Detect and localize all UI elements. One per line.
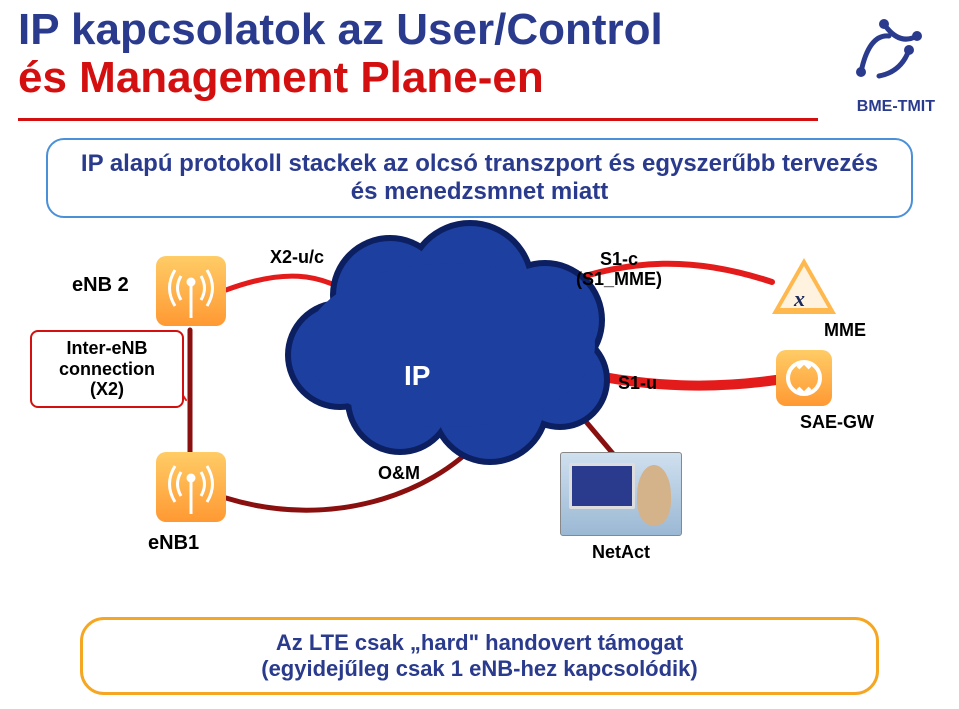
netact-label: NetAct — [592, 542, 650, 563]
enb2-icon — [156, 256, 226, 326]
ip-label: IP — [404, 360, 430, 392]
enb2-label: eNB 2 — [72, 274, 129, 297]
mme-x-icon: x — [794, 286, 805, 312]
enb1-icon — [156, 452, 226, 522]
mme-label: MME — [824, 320, 866, 341]
x2uc-label: X2-u/c — [270, 248, 324, 268]
inter-enb-callout: Inter-eNB connection (X2) — [30, 330, 184, 408]
diagram-svg — [0, 0, 959, 650]
footer-note: Az LTE csak „hard" handovert támogat (eg… — [80, 617, 879, 695]
footer-line2: (egyidejűleg csak 1 eNB-hez kapcsolódik) — [261, 656, 697, 681]
footer-line1: Az LTE csak „hard" handovert támogat — [276, 630, 683, 655]
enb1-label: eNB1 — [148, 532, 199, 555]
om-label: O&M — [378, 464, 420, 484]
netact-thumb — [560, 452, 682, 536]
network-diagram: eNB 2 Inter-eNB connection (X2) eNB1 X2-… — [0, 230, 959, 650]
saegw-label: SAE-GW — [800, 412, 874, 433]
s1c-label: S1-c (S1_MME) — [576, 250, 662, 290]
s1u-label: S1-u — [618, 374, 657, 394]
saegw-icon — [776, 350, 832, 406]
inter-enb-text: Inter-eNB connection (X2) — [59, 338, 155, 399]
